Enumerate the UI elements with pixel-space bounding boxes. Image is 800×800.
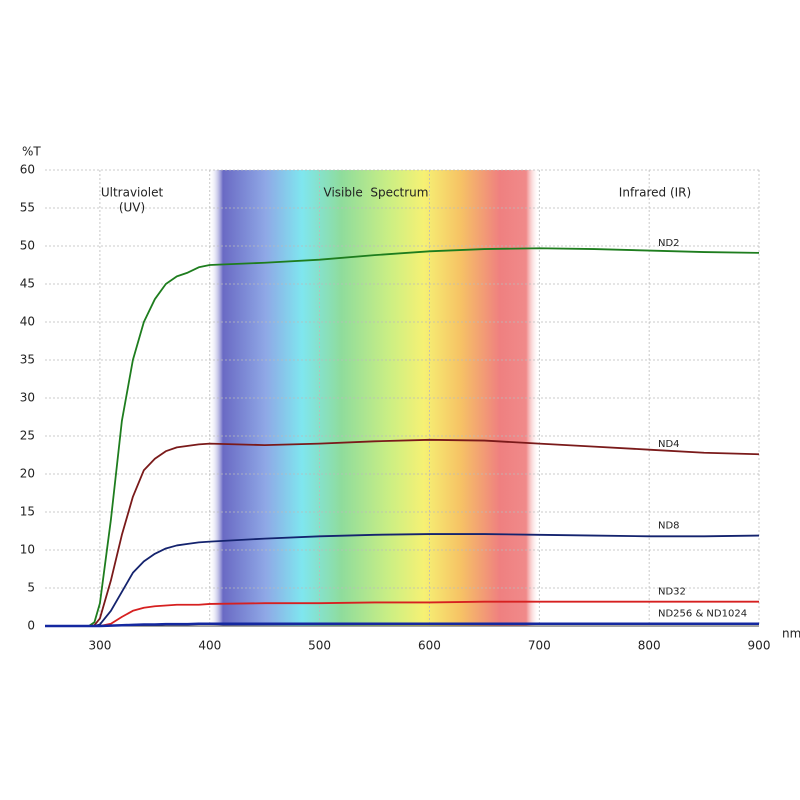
series-line: [45, 533, 760, 627]
y-tick-label: 50: [20, 239, 35, 253]
y-tick-label: 25: [20, 429, 35, 443]
x-tick-label: 400: [198, 639, 221, 653]
annotation: Infrared (IR): [619, 186, 691, 200]
x-tick-label: 300: [88, 639, 111, 653]
series-label: ND256 & ND1024: [658, 609, 747, 620]
y-tick-label: 15: [20, 505, 35, 519]
y-tick-label: 30: [20, 391, 35, 405]
y-tick-label: 55: [20, 201, 35, 215]
y-tick-label: 40: [20, 315, 35, 329]
x-tick-label: 500: [308, 639, 331, 653]
series-line: [45, 438, 760, 627]
series-line: [45, 622, 759, 628]
y-tick-label: 45: [20, 277, 35, 291]
y-tick-label: 20: [20, 467, 35, 481]
annotation: (UV): [119, 201, 145, 215]
series-line: [45, 247, 760, 627]
series-label: ND2: [658, 238, 680, 249]
x-tick-label: 900: [748, 639, 771, 653]
series-label: ND4: [658, 439, 680, 450]
y-tick-label: 0: [27, 619, 35, 633]
x-tick-label: 800: [638, 639, 661, 653]
y-tick-label: 35: [20, 353, 35, 367]
x-tick-label: 600: [418, 639, 441, 653]
series-label: ND32: [658, 587, 686, 598]
series-label: ND8: [658, 521, 680, 532]
x-tick-label: 700: [528, 639, 551, 653]
annotation: Ultraviolet: [101, 186, 164, 200]
y-tick-label: 60: [20, 163, 35, 177]
y-axis-label: %T: [22, 145, 41, 159]
y-tick-label: 5: [27, 581, 35, 595]
annotation: Visible Spectrum: [324, 186, 429, 200]
y-tick-label: 10: [20, 543, 35, 557]
x-axis-label: nm: [782, 627, 800, 641]
